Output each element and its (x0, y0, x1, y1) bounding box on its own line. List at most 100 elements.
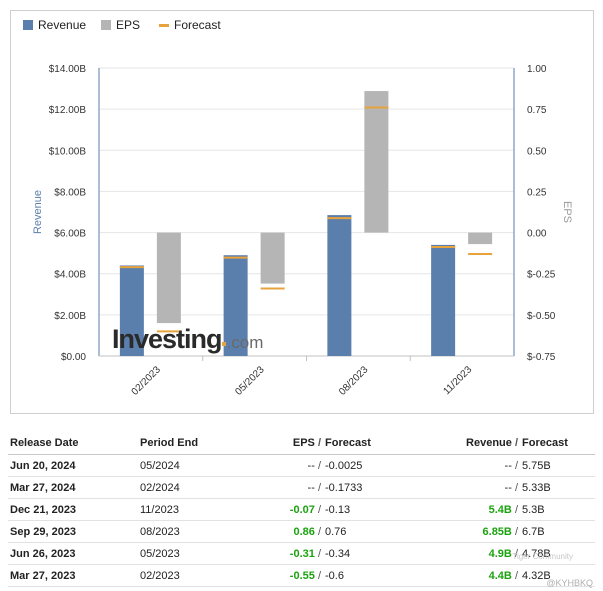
legend-item-eps[interactable]: EPS (101, 18, 140, 32)
y-axis-right-tick-label: $-0.50 (527, 311, 556, 322)
row-revenue: 4.4B / (393, 564, 520, 587)
table-row[interactable]: Mar 27, 2023 02/2023 -0.55 /-0.6 4.4B /4.32… (8, 564, 595, 587)
header-revenue-separator: / (514, 437, 518, 449)
row-period-end: 02/2023 (138, 564, 228, 587)
row-eps-separator: / (317, 547, 321, 560)
y-axis-right-tick-label: $-0.75 (527, 352, 556, 363)
legend-item-revenue[interactable]: Revenue (23, 18, 86, 32)
y-axis-right-tick-label: 0.75 (527, 105, 547, 116)
row-revenue-value: 4.4B (488, 569, 512, 582)
revenue-bar (119, 265, 144, 356)
row-eps-forecast-value: -0.0025 (325, 459, 363, 472)
row-eps-forecast-value: -0.6 (325, 569, 344, 582)
row-period-end: 05/2023 (138, 542, 228, 565)
header-eps[interactable]: EPS / (228, 432, 323, 455)
header-eps-separator: / (317, 437, 321, 449)
row-eps-forecast-value: 0.76 (325, 525, 347, 538)
row-revenue-value: -- (504, 459, 512, 472)
row-eps-forecast: 0.76 (323, 520, 393, 543)
legend-label-forecast: Forecast (174, 18, 221, 32)
table-row[interactable]: Dec 21, 2023 11/2023 -0.07 /-0.13 5.4B /5.3… (8, 498, 595, 521)
row-eps-value: -0.55 (289, 569, 315, 582)
y-axis-left-tick-label: $6.00B (54, 229, 86, 240)
row-revenue-value: 5.4B (488, 503, 512, 516)
row-eps-value: -0.07 (289, 503, 315, 516)
row-release-date-value: Sep 29, 2023 (10, 525, 77, 538)
table-row[interactable]: Jun 20, 2024 05/2024 -- / -0.0025 -- /5.75B (8, 454, 595, 477)
row-eps-value: -0.31 (289, 547, 315, 560)
row-revenue-separator: / (514, 481, 518, 494)
table-row[interactable]: Jun 26, 2023 05/2023 -0.31 /-0.34 4.9B /4.7… (8, 542, 595, 565)
row-period-end-value: 05/2023 (140, 547, 180, 560)
row-release-date: Jun 20, 2024 (8, 454, 138, 477)
row-release-date: Jun 26, 2023 (8, 542, 138, 565)
revenue-bar (431, 244, 456, 356)
header-release-date[interactable]: Release Date (8, 432, 138, 455)
row-revenue-forecast-value: 5.33B (522, 481, 551, 494)
row-revenue-separator: / (514, 547, 518, 560)
row-revenue-value: 6.85B (482, 525, 512, 538)
row-revenue-separator: / (514, 459, 518, 472)
eps-bar (468, 232, 493, 245)
legend-label-revenue: Revenue (38, 18, 87, 32)
eps-bar (260, 232, 285, 284)
row-revenue-value: -- (504, 481, 512, 494)
row-revenue-forecast: 5.33B (520, 476, 595, 499)
table-row[interactable]: Mar 27, 2024 02/2024 -- / -0.1733 -- /5.33B (8, 476, 595, 499)
x-axis-tick-label: 11/2023 (441, 364, 474, 397)
legend-item-forecast[interactable]: Forecast (159, 18, 221, 32)
revenue-bar (327, 215, 352, 356)
row-revenue: -- / (393, 476, 520, 499)
row-release-date-value: Dec 21, 2023 (10, 503, 77, 516)
row-release-date: Mar 27, 2023 (8, 564, 138, 587)
row-eps-value: -- (307, 481, 315, 494)
row-release-date-value: Jun 20, 2024 (10, 459, 76, 472)
chart-canvas: $0.00 $-0.75 $2.00B $-0.50 $4.00B $-0.25 $6.00… (32, 64, 573, 398)
y-axis-right-tick-label: 0.25 (527, 187, 547, 198)
row-eps-separator: / (317, 503, 321, 516)
chart-panel: Revenue EPS Forecast $0.00 $-0.75 $2.00B $-… (10, 10, 594, 414)
row-period-end: 05/2024 (138, 454, 228, 477)
y-axis-left-tick-label: $0.00 (61, 352, 86, 363)
eps-bar (156, 232, 181, 324)
header-revenue[interactable]: Revenue / (393, 432, 520, 455)
table-row[interactable]: Sep 29, 2023 08/2023 0.86 /0.76 6.85B /6.7B (8, 520, 595, 543)
row-release-date: Dec 21, 2023 (8, 498, 138, 521)
legend-swatch-eps (101, 20, 111, 30)
row-eps-separator: / (317, 459, 321, 472)
row-revenue-separator: / (514, 569, 518, 582)
header-revenue-forecast[interactable]: Forecast (520, 432, 595, 455)
y-axis-left-title: Revenue (32, 190, 44, 234)
row-eps-separator: / (317, 569, 321, 582)
table-header-row: Release Date Period End EPS / Forecast R… (8, 432, 595, 455)
revenue-bar (223, 255, 248, 356)
row-revenue-separator: / (514, 503, 518, 516)
row-period-end-value: 11/2023 (140, 503, 179, 516)
legend-swatch-revenue (23, 20, 33, 30)
y-axis-right-title: EPS (561, 201, 573, 223)
y-axis-left-tick-label: $12.00B (49, 105, 87, 116)
header-eps-forecast[interactable]: Forecast (323, 432, 393, 455)
row-revenue-forecast: 6.7B (520, 520, 595, 543)
row-revenue: 5.4B / (393, 498, 520, 521)
row-eps-forecast-value: -0.13 (325, 503, 351, 516)
x-axis-tick-label: 05/2023 (233, 364, 267, 398)
row-revenue-separator: / (514, 525, 518, 538)
row-period-end: 02/2024 (138, 476, 228, 499)
header-eps-label: EPS (292, 437, 315, 449)
author-credit: @KYHBKQ (546, 578, 593, 588)
row-revenue-forecast-value: 5.3B (522, 503, 545, 516)
row-eps: -0.55 / (228, 564, 323, 587)
row-eps: -- / (228, 454, 323, 477)
row-revenue-forecast-value: 4.32B (522, 569, 551, 582)
row-revenue-value: 4.9B (488, 547, 512, 560)
row-eps: -0.07 / (228, 498, 323, 521)
header-period-end[interactable]: Period End (138, 432, 228, 455)
row-revenue-forecast-value: 4.78B (522, 547, 551, 560)
row-period-end: 08/2023 (138, 520, 228, 543)
row-revenue: 6.85B / (393, 520, 520, 543)
y-axis-right-tick-label: $-0.25 (527, 270, 556, 281)
row-eps-value: -- (307, 459, 315, 472)
row-revenue-forecast-value: 5.75B (522, 459, 551, 472)
row-period-end-value: 05/2024 (140, 459, 180, 472)
